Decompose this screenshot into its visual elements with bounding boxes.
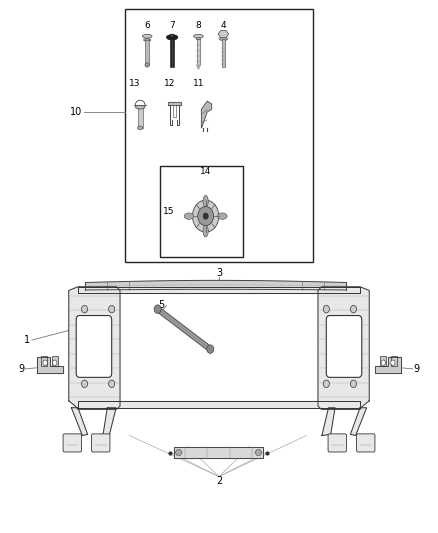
FancyBboxPatch shape	[328, 434, 346, 452]
Bar	[138, 107, 143, 128]
Circle shape	[381, 360, 385, 366]
Circle shape	[43, 360, 47, 366]
Polygon shape	[322, 408, 335, 435]
Circle shape	[391, 360, 395, 366]
Circle shape	[154, 305, 161, 313]
Text: 5: 5	[158, 300, 164, 310]
Circle shape	[109, 380, 115, 387]
Circle shape	[81, 380, 88, 387]
Circle shape	[109, 305, 115, 313]
Circle shape	[198, 206, 214, 225]
Ellipse shape	[184, 213, 194, 219]
Text: 6: 6	[144, 21, 150, 30]
Circle shape	[323, 305, 329, 313]
FancyBboxPatch shape	[92, 434, 110, 452]
Ellipse shape	[203, 225, 208, 237]
Circle shape	[53, 360, 57, 366]
Circle shape	[203, 213, 208, 219]
Text: 4: 4	[221, 21, 226, 30]
Text: 8: 8	[195, 21, 201, 30]
Bar	[41, 357, 47, 366]
Bar	[160, 166, 243, 257]
Polygon shape	[78, 287, 360, 293]
Polygon shape	[318, 287, 369, 409]
Bar	[125, 9, 313, 262]
Circle shape	[207, 345, 214, 353]
Polygon shape	[218, 30, 229, 38]
Polygon shape	[375, 357, 401, 373]
Text: 1: 1	[24, 335, 30, 345]
Text: 2: 2	[216, 477, 222, 486]
Text: 9: 9	[18, 364, 24, 374]
Bar	[197, 39, 200, 65]
Text: 10: 10	[70, 107, 82, 117]
Text: 9: 9	[413, 364, 420, 374]
Circle shape	[350, 380, 357, 387]
Bar	[52, 357, 58, 366]
Ellipse shape	[166, 35, 178, 40]
Circle shape	[81, 305, 88, 313]
Polygon shape	[71, 408, 88, 435]
Text: 12: 12	[164, 79, 175, 88]
Circle shape	[193, 200, 219, 232]
Polygon shape	[78, 401, 360, 408]
Ellipse shape	[144, 39, 151, 41]
Circle shape	[323, 380, 329, 387]
Polygon shape	[174, 447, 263, 458]
Ellipse shape	[203, 195, 208, 207]
Bar	[391, 357, 397, 366]
Polygon shape	[255, 450, 262, 455]
Polygon shape	[201, 101, 212, 128]
Bar	[222, 39, 225, 67]
Polygon shape	[168, 102, 181, 105]
Ellipse shape	[170, 34, 174, 37]
Polygon shape	[175, 450, 182, 455]
Ellipse shape	[145, 63, 149, 67]
Text: 15: 15	[163, 207, 175, 216]
FancyBboxPatch shape	[76, 316, 112, 377]
Text: 14: 14	[200, 167, 211, 176]
Bar	[380, 357, 386, 366]
FancyBboxPatch shape	[357, 434, 375, 452]
Polygon shape	[197, 65, 200, 69]
Ellipse shape	[138, 126, 143, 130]
Ellipse shape	[142, 35, 152, 38]
FancyBboxPatch shape	[326, 316, 362, 377]
Bar	[170, 37, 174, 67]
Ellipse shape	[219, 37, 228, 41]
Text: 11: 11	[193, 79, 205, 88]
Ellipse shape	[194, 35, 203, 38]
FancyBboxPatch shape	[63, 434, 81, 452]
Ellipse shape	[135, 106, 145, 109]
Polygon shape	[69, 287, 120, 409]
Bar	[145, 40, 149, 65]
Ellipse shape	[217, 213, 227, 219]
Text: 3: 3	[216, 269, 222, 278]
Polygon shape	[103, 408, 116, 435]
Circle shape	[350, 305, 357, 313]
Text: 13: 13	[129, 79, 141, 88]
Polygon shape	[350, 408, 367, 435]
Text: 7: 7	[169, 21, 175, 30]
Ellipse shape	[196, 37, 201, 41]
Polygon shape	[37, 357, 63, 373]
